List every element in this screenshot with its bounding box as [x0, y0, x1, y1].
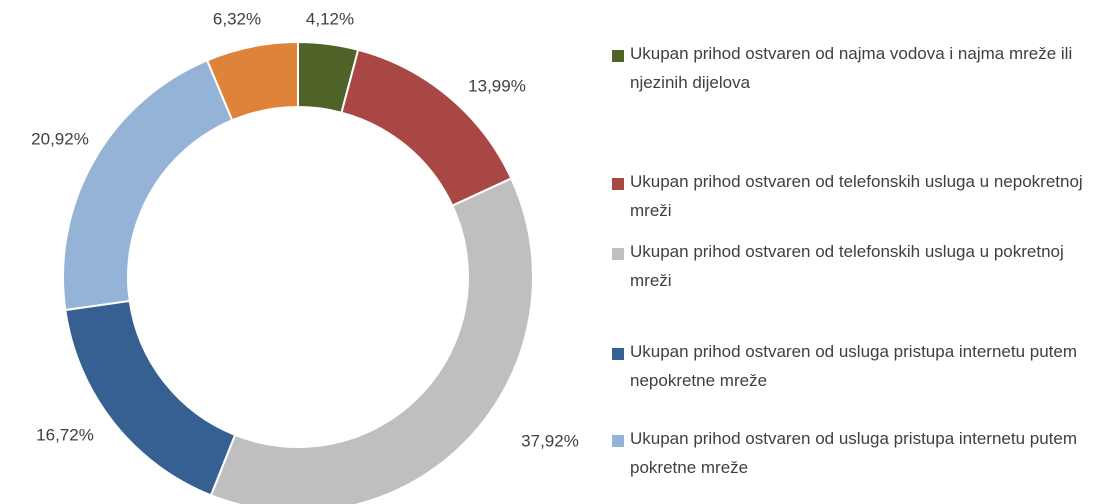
legend-label: Ukupan prihod ostvaren od telefonskih us…	[630, 172, 1083, 220]
legend-swatch	[612, 248, 624, 260]
legend-swatch	[612, 348, 624, 360]
donut-slice	[209, 177, 534, 504]
legend-entry: Ukupan prihod ostvaren od najma vodova i…	[612, 44, 1090, 97]
data-label: 13,99%	[468, 76, 526, 95]
legend-entry: Ukupan prihod ostvaren od usluga pristup…	[612, 342, 1090, 395]
data-label: 20,92%	[31, 129, 89, 148]
legend-swatch	[612, 178, 624, 190]
legend-entry: Ukupan prihod ostvaren od telefonskih us…	[612, 172, 1090, 225]
data-label: 37,92%	[521, 431, 579, 450]
donut-slice	[62, 58, 234, 312]
legend-swatch	[612, 435, 624, 447]
legend-entry: Ukupan prihod ostvaren od usluga pristup…	[612, 429, 1090, 482]
legend-label: Ukupan prihod ostvaren od najma vodova i…	[630, 44, 1073, 92]
legend-swatch	[612, 50, 624, 62]
legend-label: Ukupan prihod ostvaren od usluga pristup…	[630, 429, 1078, 477]
donut-area: 4,12% 13,99% 37,92% 16,72% 20,92% 6,32%	[31, 9, 579, 504]
data-label: 4,12%	[306, 9, 354, 28]
legend-label: Ukupan prihod ostvaren od telefonskih us…	[630, 242, 1064, 290]
donut-slice	[205, 40, 299, 122]
data-label: 16,72%	[36, 425, 94, 444]
legend-label: Ukupan prihod ostvaren od usluga pristup…	[630, 342, 1078, 390]
data-label: 6,32%	[213, 9, 261, 28]
donut-slice	[340, 48, 513, 208]
donut-slice	[64, 299, 237, 497]
legend-entry: Ukupan prihod ostvaren od telefonskih us…	[612, 242, 1090, 295]
